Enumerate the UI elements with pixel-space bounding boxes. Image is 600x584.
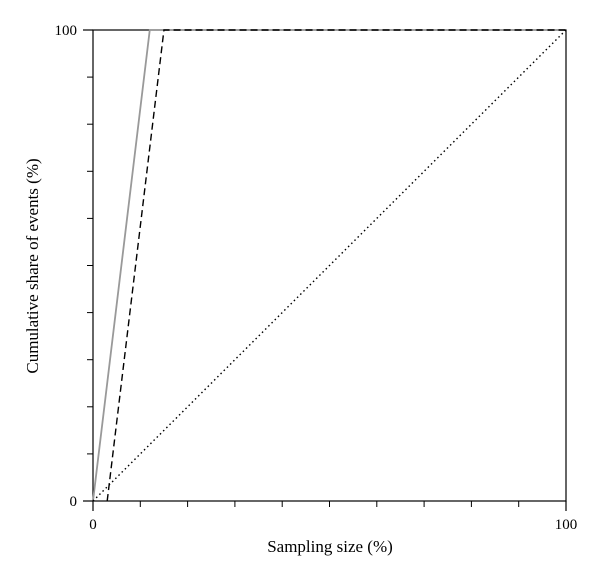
x-axis-label: Sampling size (%)	[267, 537, 393, 556]
labels-layer: Sampling size (%) Cumulative share of ev…	[23, 158, 393, 556]
y-axis-label: Cumulative share of events (%)	[23, 158, 42, 373]
ticks-layer: 0 100 0 100	[55, 23, 578, 533]
series-line-dashed	[106, 29, 566, 502]
y-tick-label: 0	[70, 494, 78, 510]
y-tick-label: 100	[55, 23, 78, 39]
x-tick-label: 0	[89, 517, 97, 533]
series-line-dotted	[92, 29, 567, 502]
series-layer	[92, 29, 567, 502]
x-tick-label: 100	[555, 517, 578, 533]
